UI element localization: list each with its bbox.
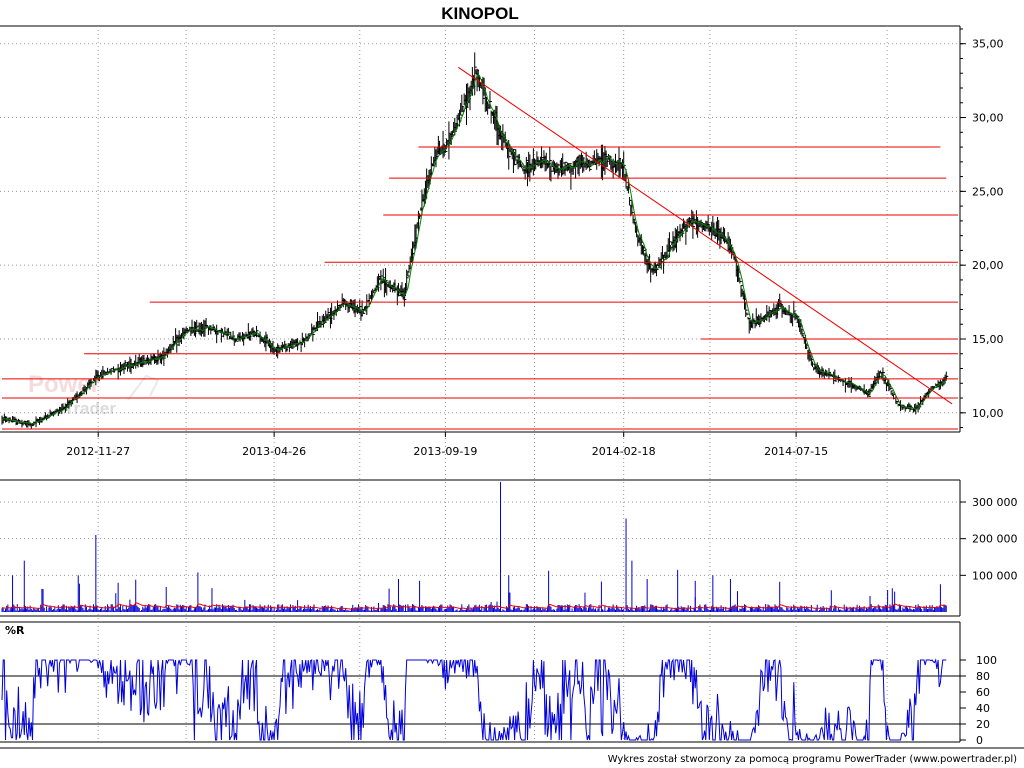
- wr-tick-label: 0: [976, 734, 983, 747]
- wr-tick-label: 80: [976, 670, 990, 683]
- wr-panel: [0, 621, 961, 743]
- wr-tick-label: 20: [976, 718, 990, 731]
- volume-tick-label: 300 000: [972, 496, 1018, 509]
- wr-path: [1, 658, 947, 742]
- williams-r-line: [1, 658, 947, 742]
- volume-tick-label: 200 000: [972, 533, 1018, 546]
- y-tick-label: 35,00: [972, 38, 1004, 51]
- x-tick-label: 2014-02-18: [592, 445, 656, 458]
- trend-line: [458, 66, 953, 405]
- x-tick-label: 2014-07-15: [764, 445, 828, 458]
- price-panel: [0, 25, 961, 433]
- gridlines: [0, 26, 960, 742]
- axis-ticks: 2012-11-27 2013-04-26 2013-09-19 2014-02-18…: [66, 28, 1018, 747]
- smoothed-price-path: [1, 74, 947, 425]
- trend-lines: [458, 66, 953, 405]
- smoothed-price-line: [1, 74, 947, 425]
- volume-tick-label: 100 000: [972, 569, 1018, 582]
- footer-credit: Wykres został stworzony za pomocą progra…: [608, 754, 1017, 765]
- chart-title: KINOPOL: [441, 4, 518, 23]
- wr-tick-label: 100: [976, 654, 997, 667]
- volume-panel: [0, 479, 961, 617]
- volume-bars: [1, 481, 947, 612]
- y-tick-label: 20,00: [972, 259, 1004, 272]
- y-tick-label: 10,00: [972, 407, 1004, 420]
- x-tick-label: 2013-09-19: [413, 445, 477, 458]
- x-tick-label: 2013-04-26: [242, 445, 306, 458]
- volume-average-line: [2, 602, 947, 610]
- x-tick-label: 2012-11-27: [66, 445, 130, 458]
- wr-tick-label: 60: [976, 686, 990, 699]
- y-tick-label: 15,00: [972, 333, 1004, 346]
- y-tick-label: 25,00: [972, 185, 1004, 198]
- wr-panel-title: %R: [5, 624, 25, 637]
- horizontal-levels: [2, 146, 958, 430]
- wr-tick-label: 40: [976, 702, 990, 715]
- watermark-line2: Trader: [64, 399, 116, 418]
- y-tick-label: 30,00: [972, 112, 1004, 125]
